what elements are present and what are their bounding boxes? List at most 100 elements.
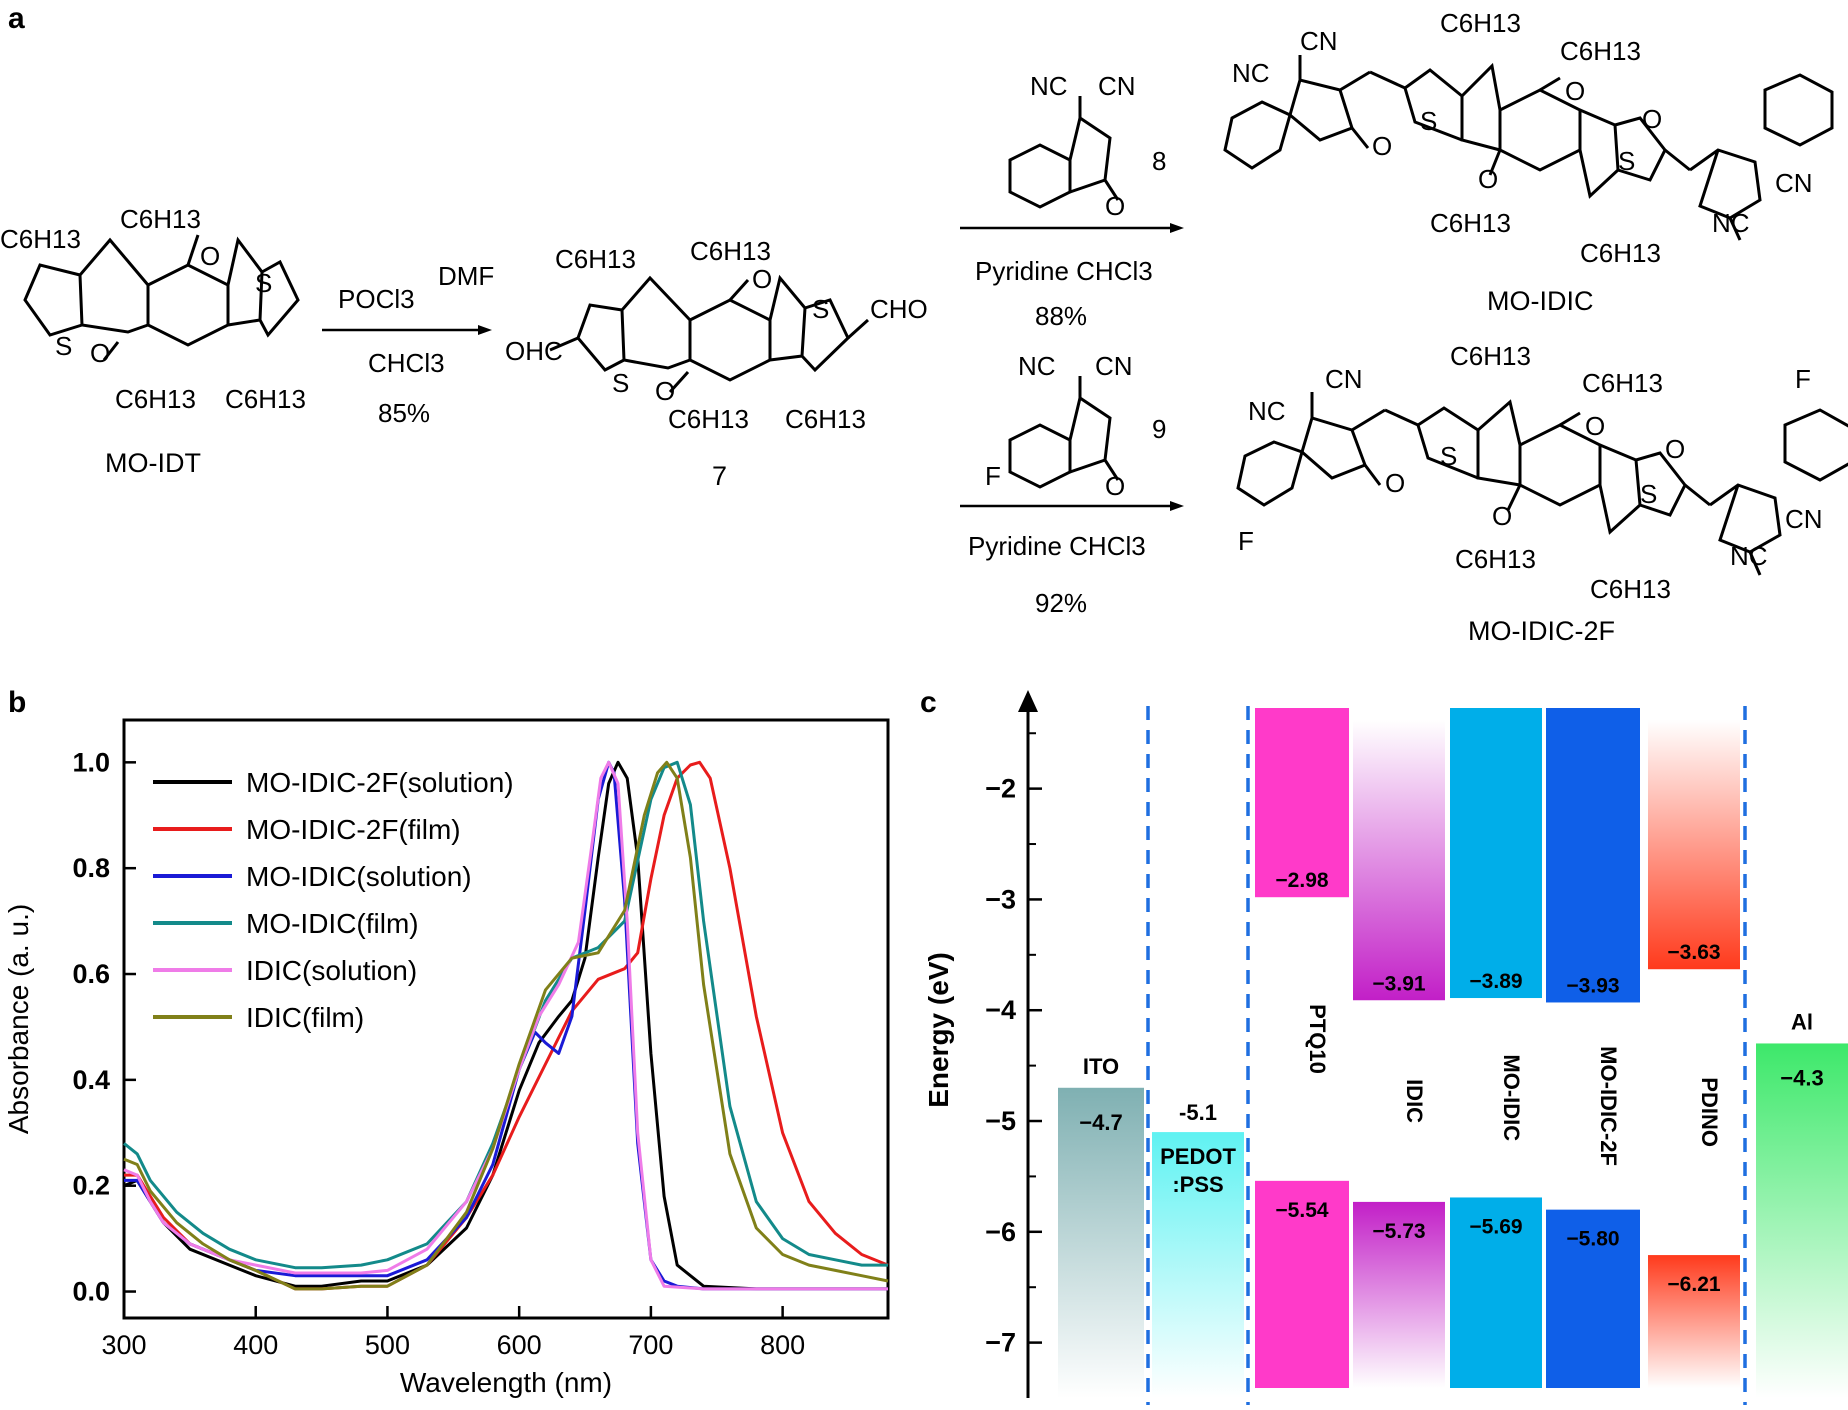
atom-label: C6H13 <box>668 404 749 434</box>
atom-label: O <box>1665 434 1685 464</box>
material-name-mo-idic-2f: MO-IDIC-2F <box>1596 1046 1621 1166</box>
yield-2: 88% <box>1035 301 1087 331</box>
atom-label: C6H13 <box>690 236 771 266</box>
atom-label: C6H13 <box>1450 341 1531 371</box>
homo-bar-pdino <box>1648 1255 1740 1388</box>
reagent-9-structure <box>1008 376 1120 489</box>
x-tick-label: 800 <box>760 1330 805 1360</box>
intermediate-7-structure <box>549 274 870 394</box>
atom-label: OHC <box>505 336 563 366</box>
label-ito: ITO <box>1083 1054 1119 1079</box>
legend-label: MO-IDIC-2F(solution) <box>246 767 514 798</box>
panel-a-label: a <box>8 2 25 35</box>
legend-label: MO-IDIC-2F(film) <box>246 814 461 845</box>
mo-idic-structure <box>1223 55 1834 241</box>
lumo-bar-ptq10 <box>1255 708 1349 898</box>
series-line-4 <box>123 760 888 1291</box>
atom-label: C6H13 <box>1430 208 1511 238</box>
label-pedot: PEDOT <box>1160 1144 1236 1169</box>
atom-label: CN <box>1325 364 1363 394</box>
atom-label: O <box>1565 76 1585 106</box>
energy-tick-label: −6 <box>985 1217 1016 1247</box>
mo-idt-structure <box>23 234 300 361</box>
homo-bar-idic <box>1353 1201 1445 1388</box>
atom-label: F <box>1238 526 1254 556</box>
panel-b-absorption-chart: b 300 400 500 600 700 800 0.0 0.2 0.4 0.6 0.8 1.0 M… <box>3 686 890 1398</box>
homo-bar-ptq10 <box>1255 1180 1349 1388</box>
y-tick-label: 0.4 <box>72 1065 110 1095</box>
solvent-chcl3: CHCl3 <box>368 348 445 378</box>
atom-label: C6H13 <box>555 244 636 274</box>
legend-label: IDIC(film) <box>246 1002 364 1033</box>
bar-pedot <box>1152 1132 1244 1398</box>
atom-label: C6H13 <box>1582 368 1663 398</box>
conditions-3: Pyridine CHCl3 <box>968 531 1146 561</box>
lumo-bar-mo-idic <box>1450 708 1542 999</box>
material-name-pdino: PDINO <box>1697 1077 1722 1147</box>
atom-label: O <box>1642 104 1662 134</box>
lumo-value-pdino: −3.63 <box>1667 941 1720 964</box>
atom-label: F <box>985 461 1001 491</box>
panel-c-label: c <box>920 686 937 719</box>
panel-a-scheme: a C6H13 C6H13 O S S O C6H13 C6H13 MO-IDT <box>0 2 1848 646</box>
energy-bars: ITO −4.7 -5.1 PEDOT:PSS −2.98 −5.54 PTQ10 −3.91… <box>1058 708 1848 1398</box>
atom-label: C6H13 <box>225 384 306 414</box>
value-al: −4.3 <box>1780 1065 1823 1090</box>
label-al: Al <box>1791 1009 1813 1034</box>
atom-label: O <box>1105 191 1125 221</box>
material-name-mo-idic: MO-IDIC <box>1499 1054 1524 1141</box>
plot-frame <box>122 718 890 1320</box>
atom-label: S <box>1640 479 1657 509</box>
x-tick-label: 700 <box>628 1330 673 1360</box>
bar-al <box>1756 1043 1848 1398</box>
legend: MO-IDIC-2F(solution) MO-IDIC-2F(film) MO-I… <box>153 767 514 1033</box>
atom-label: NC <box>1232 58 1270 88</box>
energy-tick-label: −4 <box>985 995 1016 1025</box>
homo-value-ptq10: −5.54 <box>1275 1199 1328 1222</box>
value-pedot: -5.1 <box>1179 1100 1217 1125</box>
material-name-ptq10: PTQ10 <box>1305 1004 1330 1074</box>
atom-label: O <box>200 241 220 271</box>
energy-axis-label: Energy (eV) <box>923 952 954 1108</box>
x-tick-label: 300 <box>101 1330 146 1360</box>
atom-label: S <box>612 368 629 398</box>
reagent-9-number: 9 <box>1152 414 1166 444</box>
series-line-3 <box>123 760 888 1270</box>
reagent-8-structure <box>1008 96 1120 209</box>
atom-label: C6H13 <box>1580 238 1661 268</box>
conditions-2: Pyridine CHCl3 <box>975 256 1153 286</box>
y-tick-label: 1.0 <box>72 747 110 777</box>
atom-label: C6H13 <box>1455 544 1536 574</box>
lumo-value-mo-idic-2f: −3.93 <box>1566 974 1619 997</box>
homo-value-pdino: −6.21 <box>1667 1273 1720 1296</box>
y-tick-label: 0.6 <box>72 959 110 989</box>
label-pss: :PSS <box>1172 1172 1223 1197</box>
lumo-bar-mo-idic-2f <box>1546 708 1640 1003</box>
atom-label: NC <box>1018 351 1056 381</box>
homo-value-mo-idic-2f: −5.80 <box>1566 1228 1619 1251</box>
atom-label: O <box>90 338 110 368</box>
atom-label: O <box>655 376 675 406</box>
lumo-value-mo-idic: −3.89 <box>1469 970 1522 993</box>
legend-label: IDIC(solution) <box>246 955 417 986</box>
homo-bar-mo-idic-2f <box>1546 1209 1640 1388</box>
atom-label: S <box>1440 441 1457 471</box>
lumo-value-idic: −3.91 <box>1372 972 1425 995</box>
lumo-bar-pdino <box>1648 720 1740 970</box>
series-line-2 <box>124 760 888 1291</box>
yield-1: 85% <box>378 398 430 428</box>
atom-label: NC <box>1712 208 1750 238</box>
mo-idic-2f-name: MO-IDIC-2F <box>1468 616 1615 646</box>
atom-label: O <box>1585 411 1605 441</box>
y-axis-label: Absorbance (a. u.) <box>3 904 34 1134</box>
x-tick-label: 500 <box>365 1330 410 1360</box>
x-tick-label: 600 <box>497 1330 542 1360</box>
homo-bar-mo-idic <box>1450 1197 1542 1388</box>
series-line-1 <box>124 760 889 1291</box>
atom-label: S <box>812 294 829 324</box>
mo-idic-2f-structure <box>1236 392 1848 576</box>
atom-label: CN <box>1098 71 1136 101</box>
x-axis-label: Wavelength (nm) <box>400 1367 612 1398</box>
atom-label: O <box>1372 131 1392 161</box>
